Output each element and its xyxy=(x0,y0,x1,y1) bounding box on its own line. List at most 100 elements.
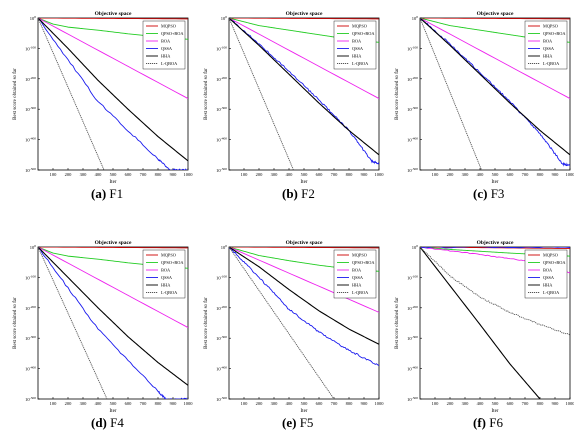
series-line-mqpso xyxy=(38,18,188,20)
chart-title: Objective space xyxy=(95,240,132,246)
legend-label: QPSO+BOA xyxy=(161,260,184,265)
legend xyxy=(333,20,377,70)
legend-label: MQPSO xyxy=(352,24,367,29)
series-line-l-qboa xyxy=(38,247,108,399)
y-tick-label: 10-300 xyxy=(25,335,36,341)
legend-label: L-QBOA xyxy=(161,61,178,66)
y-tick-label: 10-300 xyxy=(407,106,418,112)
x-tick-label: 700 xyxy=(522,172,530,177)
legend-label: QPSO+BOA xyxy=(352,31,375,36)
x-tick-label: 700 xyxy=(140,172,148,177)
series-line-l-qboa xyxy=(229,247,335,399)
chart-panel-6: Objective space 100 200 300 400 500 600 700 800 9… xyxy=(395,240,574,414)
x-tick-label: 300 xyxy=(80,172,88,177)
y-tick-label: 10-500 xyxy=(216,396,227,402)
legend-label: QSSA xyxy=(543,275,555,280)
x-axis-label: Iter xyxy=(492,180,499,185)
chart-title: Objective space xyxy=(95,11,132,17)
x-tick-label: 700 xyxy=(522,401,530,406)
series-line-boa xyxy=(420,18,570,99)
y-axis-label: Best score obtained so far xyxy=(395,297,400,349)
y-tick-label: 100 xyxy=(30,244,37,250)
x-tick-label: 100 xyxy=(432,401,440,406)
legend-label: MQPSO xyxy=(543,253,558,258)
panel-caption: (a) F1 xyxy=(91,186,123,202)
legend xyxy=(142,249,186,299)
x-tick-label: 200 xyxy=(65,172,73,177)
x-tick-label: 600 xyxy=(125,401,133,406)
y-tick-label: 10-400 xyxy=(407,366,418,372)
x-tick-label: 1000 xyxy=(375,172,385,177)
legend-label: MQPSO xyxy=(543,24,558,29)
panel-caption-name: F4 xyxy=(106,415,124,430)
x-tick-label: 1000 xyxy=(566,172,574,177)
x-tick-label: 400 xyxy=(95,172,103,177)
legend xyxy=(524,249,568,299)
x-tick-label: 500 xyxy=(110,172,118,177)
x-axis-label: Iter xyxy=(301,180,308,185)
x-tick-label: 600 xyxy=(125,172,133,177)
chart-panel-5: Objective space 100 200 300 400 500 600 700 800 9… xyxy=(204,240,384,414)
legend-label: QSSA xyxy=(352,275,364,280)
legend-label: QSSA xyxy=(543,46,555,51)
series-line-l-qboa xyxy=(38,18,105,170)
series-line-mqpso xyxy=(38,247,188,249)
x-tick-label: 100 xyxy=(241,172,249,177)
y-tick-label: 10-500 xyxy=(25,396,36,402)
y-tick-label: 10-500 xyxy=(407,167,418,173)
x-tick-label: 600 xyxy=(316,172,324,177)
series-line-l-qboa xyxy=(420,247,570,336)
panel-caption-letter: (a) xyxy=(91,186,107,201)
x-tick-label: 400 xyxy=(286,172,294,177)
x-tick-label: 900 xyxy=(361,172,369,177)
legend-label: L-QBOA xyxy=(352,61,369,66)
y-tick-label: 10-100 xyxy=(407,45,418,51)
y-tick-label: 10-200 xyxy=(216,305,227,311)
series-line-boa xyxy=(229,18,379,99)
series-line-hha xyxy=(229,247,379,345)
y-tick-label: 10-200 xyxy=(216,76,227,82)
series-line-hha xyxy=(38,18,188,162)
y-tick-label: 10-300 xyxy=(216,106,227,112)
x-tick-label: 600 xyxy=(507,172,515,177)
panel-caption-name: F3 xyxy=(487,186,505,201)
panel-caption: (b) F2 xyxy=(282,186,315,202)
y-tick-label: 10-100 xyxy=(216,45,227,51)
legend-label: BOA xyxy=(543,39,553,44)
chart-panel-4: Objective space 100 200 300 400 500 600 700 800 9… xyxy=(13,240,193,414)
y-tick-label: 10-300 xyxy=(25,106,36,112)
series-line-mqpso xyxy=(229,18,379,20)
y-tick-label: 10-500 xyxy=(25,167,36,173)
y-tick-label: 100 xyxy=(221,15,228,21)
series-line-l-qboa xyxy=(420,18,482,170)
legend-label: MQPSO xyxy=(161,24,176,29)
legend-label: BOA xyxy=(161,39,171,44)
series-line-hha xyxy=(229,18,379,156)
x-tick-label: 500 xyxy=(301,401,309,406)
y-tick-label: 100 xyxy=(412,15,419,21)
y-tick-label: 10-300 xyxy=(216,335,227,341)
x-tick-label: 800 xyxy=(155,172,163,177)
x-axis-label: Iter xyxy=(301,409,308,414)
panel-caption: (c) F3 xyxy=(473,186,504,202)
series-line-boa xyxy=(38,247,188,328)
chart-title: Objective space xyxy=(286,11,323,17)
x-tick-label: 900 xyxy=(552,401,560,406)
y-tick-label: 10-100 xyxy=(216,274,227,280)
chart-panel-1: Objective space 100 200 300 400 500 600 700 800 9… xyxy=(13,11,193,185)
x-tick-label: 300 xyxy=(80,401,88,406)
legend-label: QPSO+BOA xyxy=(352,260,375,265)
x-tick-label: 800 xyxy=(346,172,354,177)
legend-label: HHA xyxy=(543,283,553,288)
x-tick-label: 400 xyxy=(95,401,103,406)
panel-caption-name: F5 xyxy=(296,415,314,430)
chart-panel-3: Objective space 100 200 300 400 500 600 700 800 9… xyxy=(395,11,574,185)
x-tick-label: 900 xyxy=(361,401,369,406)
x-tick-label: 800 xyxy=(537,172,545,177)
panel-caption-name: F6 xyxy=(486,415,503,430)
x-tick-label: 700 xyxy=(331,401,339,406)
y-tick-label: 10-100 xyxy=(407,274,418,280)
legend-label: L-QBOA xyxy=(543,290,560,295)
x-tick-label: 400 xyxy=(286,401,294,406)
y-tick-label: 10-200 xyxy=(25,76,36,82)
